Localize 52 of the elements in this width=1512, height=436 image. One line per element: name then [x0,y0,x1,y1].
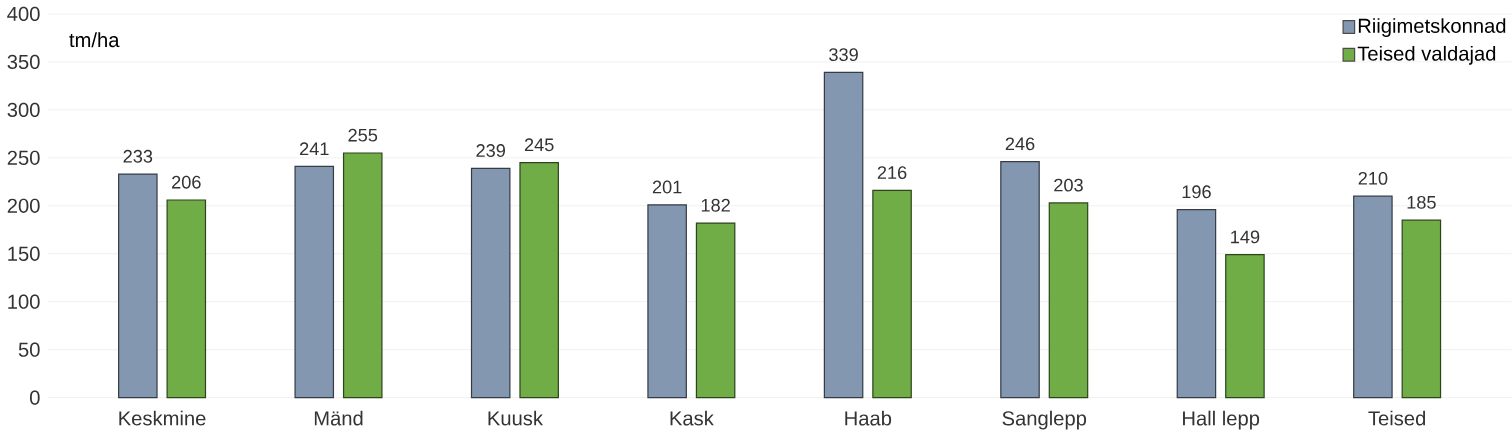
data-label: 182 [701,198,730,212]
data-label: 201 [652,180,682,194]
bar [470,167,511,399]
data-label: 255 [348,128,378,142]
legend-label: Riigimetskonnad [1358,18,1506,37]
y-tick-label: 0 [30,390,40,405]
bar [1353,195,1393,399]
y-axis-title: tm/ha [69,32,120,48]
y-tick-label: 150 [8,246,40,261]
bar [1048,202,1089,399]
bar [1225,253,1265,399]
x-tick-label: Kuusk [488,410,544,426]
x-tick-label: Mänd [314,410,363,426]
x-tick-label: Keskmine [119,410,206,426]
bar [342,152,383,399]
bar [1000,160,1040,399]
x-tick-label: Sanglepp [1002,410,1087,430]
y-tick-label: 50 [18,342,40,357]
bar [695,222,736,399]
data-label: 149 [1231,230,1260,244]
x-tick-label: Kask [670,410,714,426]
x-tick-label: Teised [1368,410,1426,426]
x-tick-label: Haab [845,410,892,426]
bar [1401,219,1442,399]
bar [166,199,207,399]
y-tick-label: 250 [7,150,40,165]
y-tick-label: 400 [7,6,40,21]
data-label: 245 [524,138,554,152]
bar [872,189,912,399]
bar [294,165,335,399]
data-label: 196 [1182,185,1211,199]
bar [519,161,559,399]
y-tick-label: 200 [7,198,40,213]
data-label: 206 [172,175,201,189]
bar [118,173,158,399]
x-tick-label: Hall lepp [1183,410,1260,430]
data-label: 185 [1407,195,1436,209]
y-tick-label: 350 [7,54,40,69]
data-label: 216 [877,166,907,179]
data-label: 246 [1005,137,1035,151]
data-label: 233 [123,149,153,163]
data-label: 203 [1054,178,1083,192]
data-label: 339 [829,48,858,61]
y-tick-label: 100 [8,294,40,309]
legend-label: Teised valdajad [1357,45,1496,65]
data-label: 241 [300,142,329,155]
bar [647,204,687,399]
data-label: 239 [476,143,505,157]
data-label: 210 [1358,171,1388,185]
bar [823,71,864,399]
y-tick-label: 300 [7,102,40,117]
bar [1176,208,1217,399]
